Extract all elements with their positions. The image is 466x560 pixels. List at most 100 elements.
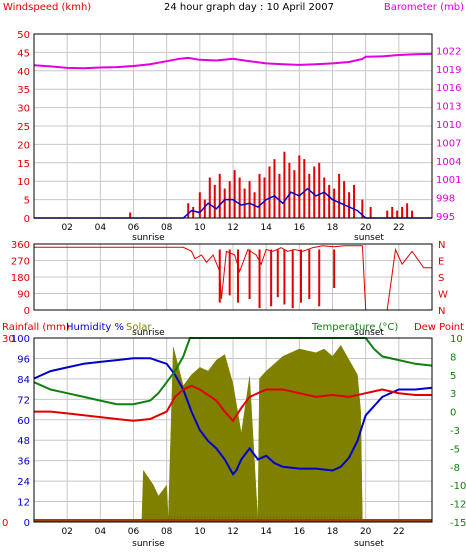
barometer-tick-label: 1010 xyxy=(436,120,461,131)
windspeed-tick-label: 25 xyxy=(17,122,30,133)
sunrise-label: sunrise xyxy=(132,233,165,243)
direction-compass-tick-label: N xyxy=(438,306,445,317)
barometer-tick-label: 1001 xyxy=(436,175,461,186)
direction-degree-tick-label: 270 xyxy=(11,257,30,268)
windspeed-tick-label: 30 xyxy=(17,104,30,115)
chart-title: 24 hour graph day : 10 April 2007 xyxy=(164,2,334,13)
temperature-axis-label: Temperature (°C) xyxy=(311,322,398,333)
humidity-tick-label: 84 xyxy=(17,375,30,386)
sunset-label: sunset xyxy=(354,539,384,549)
direction-compass-tick-label: E xyxy=(438,257,444,268)
rainfall-tick-label: 30 xyxy=(2,334,15,345)
windspeed-tick-label: 0 xyxy=(24,214,30,225)
solar-axis-label: Solar xyxy=(126,322,152,333)
panel-border xyxy=(33,243,433,311)
temperature-tick-label: 3 xyxy=(450,389,456,400)
hour-tick-label: 18 xyxy=(327,223,339,233)
humidity-tick-label: 96 xyxy=(17,354,30,365)
humidity-tick-label: 100 xyxy=(11,334,30,345)
hour-tick-label: 22 xyxy=(393,223,404,233)
direction-compass-tick-label: N xyxy=(438,240,445,251)
dewpoint-line xyxy=(33,337,433,406)
hour-tick-label: 12 xyxy=(227,527,238,537)
hour-tick-label: 02 xyxy=(61,527,72,537)
temperature-tick-label: -3 xyxy=(450,426,460,437)
hour-tick-label: 18 xyxy=(327,527,339,537)
hour-tick-label: 16 xyxy=(294,223,306,233)
windspeed-tick-label: 5 xyxy=(24,196,30,207)
temperature-tick-label: -10 xyxy=(450,481,466,492)
hour-tick-label: 22 xyxy=(393,527,404,537)
sunrise-label: sunrise xyxy=(132,539,165,549)
barometer-tick-label: 1016 xyxy=(436,83,461,94)
direction-compass-tick-label: S xyxy=(438,273,444,284)
hour-tick-label: 20 xyxy=(360,223,372,233)
temperature-tick-label: 10 xyxy=(450,334,463,345)
hour-tick-label: 02 xyxy=(61,223,72,233)
hour-tick-label: 10 xyxy=(194,223,206,233)
direction-degree-tick-label: 90 xyxy=(17,290,30,301)
hour-tick-label: 04 xyxy=(95,527,107,537)
temperature-tick-label: -12 xyxy=(450,500,466,511)
temperature-tick-label: 5 xyxy=(450,371,456,382)
barometer-tick-label: 1004 xyxy=(436,157,461,168)
hour-tick-label: 14 xyxy=(260,223,272,233)
direction-degree-tick-label: 0 xyxy=(24,306,30,317)
sunset-label: sunset xyxy=(354,233,384,243)
barometer-axis-label: Barometer (mb) xyxy=(384,2,464,13)
humidity-axis-label: Humidity % xyxy=(66,322,124,333)
hour-tick-label: 16 xyxy=(294,527,306,537)
humidity-tick-label: 72 xyxy=(17,395,30,406)
hour-tick-label: 08 xyxy=(161,527,173,537)
windspeed-tick-label: 50 xyxy=(17,30,30,41)
windspeed-tick-label: 15 xyxy=(17,159,30,170)
humidity-tick-label: 0 xyxy=(24,518,30,529)
humidity-tick-label: 12 xyxy=(17,498,30,509)
humidity-tick-label: 24 xyxy=(17,477,30,488)
hour-tick-label: 04 xyxy=(95,223,107,233)
temperature-tick-label: 8 xyxy=(450,352,456,363)
temperature-tick-label: -15 xyxy=(450,518,466,529)
direction-compass-tick-label: W xyxy=(438,290,448,301)
hour-tick-label: 14 xyxy=(260,527,272,537)
humidity-tick-label: 48 xyxy=(17,436,30,447)
barometer-tick-label: 995 xyxy=(436,212,455,223)
windspeed-tick-label: 10 xyxy=(17,177,30,188)
direction-degree-tick-label: 180 xyxy=(11,273,30,284)
rainfall-tick-label: 0 xyxy=(2,518,8,529)
barometer-tick-label: 1019 xyxy=(436,65,461,76)
panel-border xyxy=(33,337,433,523)
rainfall-axis-label: Rainfall (mm) xyxy=(2,322,70,333)
hour-tick-label: 06 xyxy=(128,527,140,537)
barometer-tick-label: 1013 xyxy=(436,102,461,113)
rainfall-baseline xyxy=(34,519,432,522)
hour-tick-label: 10 xyxy=(194,527,206,537)
barometer-tick-label: 998 xyxy=(436,194,455,205)
hour-tick-label: 20 xyxy=(360,527,372,537)
humidity-line xyxy=(33,357,433,476)
temperature-line xyxy=(34,384,432,423)
temperature-tick-label: 0 xyxy=(450,408,456,419)
panel-border xyxy=(33,33,433,219)
sunset-label: sunset xyxy=(354,328,384,338)
average-wind-line xyxy=(34,187,432,219)
hour-tick-label: 08 xyxy=(161,223,173,233)
temperature-tick-label: -5 xyxy=(450,444,460,455)
humidity-tick-label: 36 xyxy=(17,457,30,468)
hour-tick-label: 06 xyxy=(128,223,140,233)
windspeed-axis-label: Windspeed (kmh) xyxy=(3,2,91,13)
windspeed-tick-label: 20 xyxy=(17,140,30,151)
dewpoint-axis-label: Dew Point xyxy=(414,322,464,333)
hour-tick-label: 12 xyxy=(227,223,238,233)
windspeed-tick-label: 40 xyxy=(17,67,30,78)
direction-degree-tick-label: 360 xyxy=(11,240,30,251)
windspeed-tick-label: 35 xyxy=(17,85,30,96)
humidity-tick-label: 60 xyxy=(17,416,30,427)
barometer-tick-label: 1007 xyxy=(436,138,461,149)
barometer-tick-label: 1022 xyxy=(436,46,461,57)
temperature-tick-label: -8 xyxy=(450,463,460,474)
windspeed-tick-label: 45 xyxy=(17,48,30,59)
sunrise-label: sunrise xyxy=(132,328,165,338)
